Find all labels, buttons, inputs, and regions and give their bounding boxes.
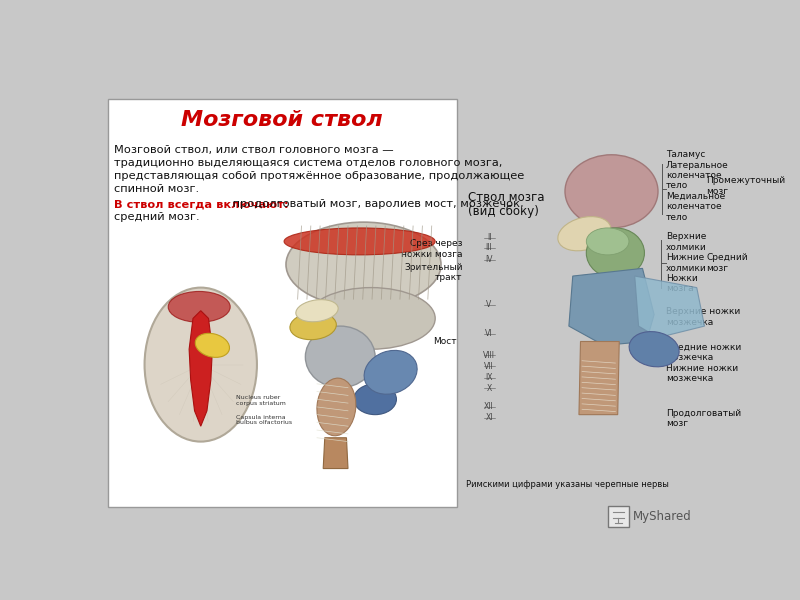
Text: MyShared: MyShared xyxy=(634,510,692,523)
Ellipse shape xyxy=(317,378,356,436)
Ellipse shape xyxy=(307,287,435,349)
Text: Мост: Мост xyxy=(433,337,457,346)
Text: продолговатый мозг, варолиев мост, мозжечок,: продолговатый мозг, варолиев мост, мозже… xyxy=(229,199,523,209)
Ellipse shape xyxy=(145,287,257,442)
Ellipse shape xyxy=(558,217,611,251)
Text: спинной мозг.: спинной мозг. xyxy=(114,184,199,194)
Polygon shape xyxy=(189,311,212,426)
Text: Срез через
ножки мозга: Срез через ножки мозга xyxy=(401,239,462,259)
Polygon shape xyxy=(634,276,705,338)
Text: IX: IX xyxy=(486,373,493,382)
Text: (вид сбоку): (вид сбоку) xyxy=(468,205,539,218)
Text: Продолговатый
мозг: Продолговатый мозг xyxy=(666,409,741,428)
Text: Мозговой ствол, или ствол головного мозга —: Мозговой ствол, или ствол головного мозг… xyxy=(114,145,394,155)
Ellipse shape xyxy=(306,326,375,388)
Text: традиционно выделяющаяся система отделов головного мозга,: традиционно выделяющаяся система отделов… xyxy=(114,158,502,168)
Polygon shape xyxy=(569,268,654,346)
Ellipse shape xyxy=(565,155,658,228)
Ellipse shape xyxy=(586,228,629,255)
Text: III: III xyxy=(486,243,493,252)
Text: Зрительный
тракт: Зрительный тракт xyxy=(404,263,462,282)
Text: Nucleus ruber
corpus striatum: Nucleus ruber corpus striatum xyxy=(236,395,286,406)
Text: Ствол мозга: Ствол мозга xyxy=(468,191,545,205)
Polygon shape xyxy=(579,341,619,415)
Text: Capsula interna
bulbus olfactorius: Capsula interna bulbus olfactorius xyxy=(236,415,292,425)
Text: IV: IV xyxy=(486,256,493,265)
Text: средний мозг.: средний мозг. xyxy=(114,212,199,222)
Text: XI: XI xyxy=(486,413,493,422)
Text: представляющая собой протяжённое образование, продолжающее: представляющая собой протяжённое образов… xyxy=(114,172,524,181)
Ellipse shape xyxy=(286,222,441,307)
Text: Верхние
холмики
Нижние
холмики
Ножки
мозга: Верхние холмики Нижние холмики Ножки моз… xyxy=(666,232,706,293)
Ellipse shape xyxy=(354,384,397,415)
Text: Таламус
Латеральное
коленчатое
тело
Медиальное
коленчатое
тело: Таламус Латеральное коленчатое тело Меди… xyxy=(666,150,729,221)
Ellipse shape xyxy=(284,228,435,255)
Polygon shape xyxy=(323,438,348,469)
Text: Средние ножки
мозжечка
Нижние ножки
мозжечка: Средние ножки мозжечка Нижние ножки мозж… xyxy=(666,343,741,383)
Text: II: II xyxy=(486,233,491,242)
Ellipse shape xyxy=(296,299,338,322)
Text: VI: VI xyxy=(486,329,493,338)
Ellipse shape xyxy=(290,313,336,340)
FancyBboxPatch shape xyxy=(108,99,457,507)
Ellipse shape xyxy=(168,292,230,322)
Text: Римскими цифрами указаны черепные нервы: Римскими цифрами указаны черепные нервы xyxy=(466,479,669,488)
Ellipse shape xyxy=(195,334,230,358)
Text: В ствол всегда включают:: В ствол всегда включают: xyxy=(114,199,289,209)
Text: Средний
мозг: Средний мозг xyxy=(706,253,748,272)
Text: X: X xyxy=(486,384,492,393)
Text: Верхние ножки
мозжечка: Верхние ножки мозжечка xyxy=(666,307,740,326)
Ellipse shape xyxy=(629,332,679,367)
Text: VII: VII xyxy=(484,362,494,371)
Text: VIII: VIII xyxy=(483,351,495,360)
FancyBboxPatch shape xyxy=(608,506,630,527)
Ellipse shape xyxy=(586,228,645,278)
Text: Мозговой ствол: Мозговой ствол xyxy=(182,110,383,130)
Text: Промежуточный
мозг: Промежуточный мозг xyxy=(706,176,785,196)
Text: V: V xyxy=(486,300,492,309)
Text: XII: XII xyxy=(484,403,494,412)
Ellipse shape xyxy=(364,350,417,394)
